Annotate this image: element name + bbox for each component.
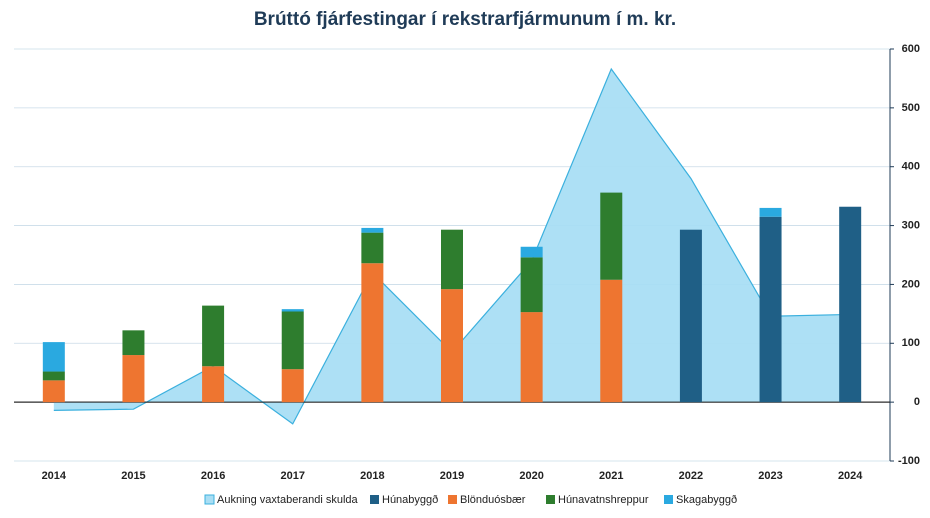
bar: [361, 232, 384, 264]
x-tick-label: 2020: [519, 470, 543, 482]
bar: [122, 330, 145, 356]
legend-swatch: [664, 495, 673, 504]
legend-label: Skagabyggð: [676, 494, 737, 506]
bar: [759, 207, 782, 217]
bar: [759, 216, 782, 403]
x-tick-label: 2018: [360, 470, 384, 482]
legend-label: Húnabyggð: [382, 494, 438, 506]
x-tick-label: 2021: [599, 470, 623, 482]
legend-swatch: [370, 495, 379, 504]
bar: [520, 257, 543, 313]
bar: [839, 206, 862, 403]
bar: [441, 289, 463, 403]
bar: [520, 246, 543, 258]
bar: [42, 371, 65, 381]
chart-title: Brúttó fjárfestingar í rekstrarfjármunum…: [254, 9, 676, 30]
y-tick-label: 200: [902, 278, 920, 290]
area-fill: [53, 69, 851, 424]
bar: [281, 311, 304, 370]
x-tick-label: 2024: [838, 470, 863, 482]
bar: [520, 312, 543, 403]
bar: [42, 342, 65, 372]
bar: [361, 227, 384, 233]
bar: [122, 355, 145, 403]
y-tick-label: 300: [902, 219, 920, 231]
y-tick-label: -100: [898, 455, 920, 467]
x-tick-label: 2019: [440, 470, 464, 482]
x-tick-label: 2017: [280, 470, 304, 482]
x-tick-label: 2015: [121, 470, 145, 482]
x-tick-label: 2022: [679, 470, 703, 482]
x-tick-label: 2023: [758, 470, 782, 482]
bar: [281, 309, 304, 312]
bar: [202, 305, 225, 367]
bar: [441, 229, 463, 290]
legend-swatch: [204, 494, 215, 505]
y-tick-label: 600: [902, 43, 920, 55]
x-tick-label: 2016: [201, 470, 225, 482]
bar: [600, 279, 623, 403]
bar: [281, 369, 304, 403]
y-tick-label: 100: [902, 337, 920, 349]
legend-label: Húnavatnshreppur: [558, 494, 649, 506]
legend-label: Aukning vaxtaberandi skulda: [217, 494, 359, 506]
bar: [202, 366, 225, 403]
y-tick-label: 400: [902, 161, 920, 173]
legend-label: Blönduósbær: [460, 494, 526, 506]
y-tick-label: 500: [902, 102, 920, 114]
bar: [42, 380, 65, 403]
bar: [361, 263, 384, 403]
x-tick-label: 2014: [42, 470, 67, 482]
bar: [679, 229, 702, 403]
legend-swatch: [448, 495, 457, 504]
legend-swatch: [546, 495, 555, 504]
y-tick-label: 0: [914, 396, 920, 408]
bar: [600, 192, 623, 280]
